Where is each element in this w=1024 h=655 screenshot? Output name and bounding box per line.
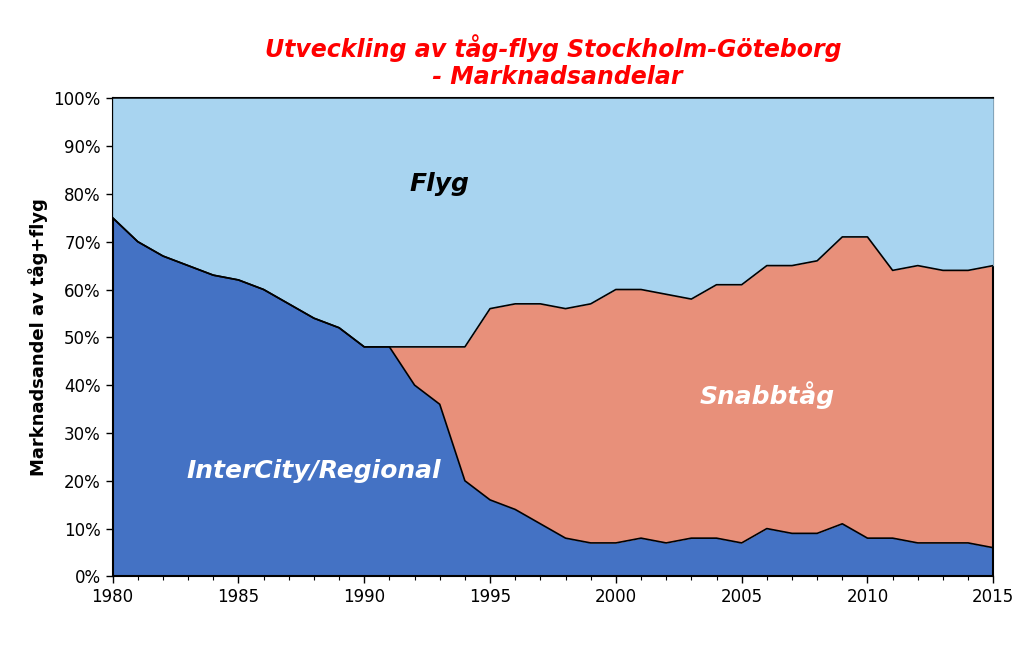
Title: Utveckling av tåg-flyg Stockholm-Göteborg
 - Marknadsandelar: Utveckling av tåg-flyg Stockholm-Götebor…	[265, 33, 841, 89]
Y-axis label: Marknadsandel av tåg+flyg: Marknadsandel av tåg+flyg	[28, 198, 48, 476]
Text: Flyg: Flyg	[410, 172, 470, 196]
Text: InterCity/Regional: InterCity/Regional	[186, 459, 441, 483]
Text: Snabbtåg: Snabbtåg	[699, 381, 835, 409]
